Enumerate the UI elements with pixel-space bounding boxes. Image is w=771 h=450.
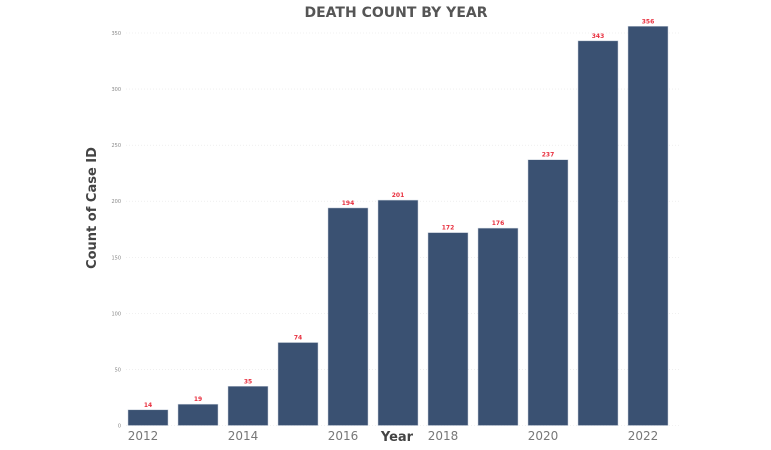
bar-2013[interactable] [177,403,219,426]
bar-2012[interactable] [127,409,169,426]
bar-2020[interactable] [527,159,569,426]
data-label: 237 [542,152,555,159]
y-tick-label: 200 [111,199,121,205]
bar-2018[interactable] [427,232,469,426]
chart-title: DEATH COUNT BY YEAR [305,5,488,21]
x-tick-label: 2016 [328,429,359,443]
data-label: 14 [144,402,152,409]
y-tick-label: 300 [111,87,121,93]
data-label: 19 [194,396,202,403]
data-label: 35 [244,378,252,385]
y-tick-label: 100 [111,311,121,317]
bar-2015[interactable] [277,342,319,426]
y-tick-label: 250 [111,143,121,149]
y-axis-label: Count of Case ID [85,147,100,269]
x-tick-label: 2022 [628,429,659,443]
bar-2021[interactable] [577,40,619,426]
data-label: 194 [342,200,355,207]
bar-2017[interactable] [377,199,419,426]
bar-2014[interactable] [227,386,269,426]
y-tick-label: 50 [115,367,121,373]
y-tick-label: 0 [118,424,121,430]
data-label: 74 [294,335,302,342]
x-tick-label: 2018 [428,429,459,443]
data-label: 176 [492,220,505,227]
bar-2022[interactable] [627,26,669,426]
data-label: 201 [392,192,405,199]
bar-2019[interactable] [477,227,519,426]
x-tick-label: 2020 [528,429,559,443]
y-tick-label: 350 [111,31,121,37]
bar-2016[interactable] [327,207,369,426]
data-label: 343 [592,33,605,40]
data-label: 172 [442,225,455,232]
y-tick-label: 150 [111,255,121,261]
x-tick-label: 2014 [228,429,259,443]
x-axis-label: Year [380,430,414,445]
data-label: 356 [642,18,655,25]
x-tick-label: 2012 [128,429,159,443]
